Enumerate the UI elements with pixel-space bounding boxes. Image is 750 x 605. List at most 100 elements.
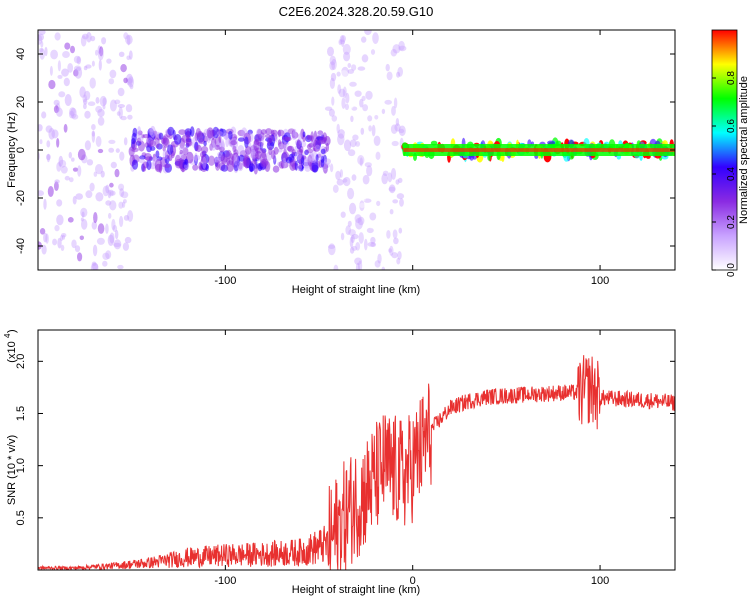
- spectrogram-blob: [337, 133, 345, 146]
- spectrogram-blob: [336, 179, 344, 186]
- spectrogram-blob: [127, 76, 134, 88]
- spectrogram-blob: [237, 161, 244, 172]
- spectrogram-blob: [77, 252, 83, 262]
- spectrogram-blob: [349, 139, 357, 148]
- spectrogram-blob: [343, 132, 348, 138]
- spectrogram-blob: [75, 193, 83, 200]
- spectrogram-ytick-label: 20: [15, 96, 27, 108]
- spectrogram-blob: [84, 110, 91, 119]
- spectrogram-blob: [328, 243, 336, 256]
- spectrogram-blob: [198, 161, 202, 171]
- spectrogram-blob: [61, 233, 67, 238]
- spectrogram-blob: [381, 266, 386, 270]
- spectrogram-blob: [125, 34, 133, 45]
- spectrogram-blob: [390, 124, 398, 134]
- spectrogram-blob: [56, 107, 63, 117]
- spectrogram-blob: [105, 250, 112, 260]
- spectrogram-blob: [86, 159, 94, 166]
- spectrogram-blob: [108, 78, 115, 85]
- spectrogram-blob: [331, 115, 338, 122]
- spectrogram-blob: [262, 158, 269, 167]
- spectrogram-blob: [113, 242, 121, 248]
- spectrogram-blob: [90, 262, 99, 270]
- spectrogram-blob: [396, 193, 405, 200]
- spectrogram-blob: [243, 156, 250, 169]
- spectrogram-blob: [396, 71, 401, 78]
- spectrogram-blob: [124, 236, 132, 244]
- spectrogram-blob: [351, 245, 358, 251]
- spectrogram-blob: [234, 152, 238, 158]
- spectrogram-blob: [141, 134, 145, 139]
- spectrogram-blob: [83, 65, 88, 71]
- spectrogram-blob: [110, 190, 116, 196]
- spectrogram-blob: [108, 189, 114, 197]
- spectrogram-blob: [328, 108, 335, 117]
- spectrogram-blob: [41, 244, 47, 255]
- spectrogram-blob: [361, 36, 367, 43]
- spectrogram-blob: [367, 242, 376, 247]
- spectrogram-blob: [77, 165, 82, 177]
- spectrogram-blob: [60, 244, 65, 251]
- spectrogram-ytick-label: 40: [15, 48, 27, 60]
- spectrogram-blob: [38, 190, 44, 197]
- spectrogram-blob: [371, 124, 376, 137]
- spectrogram-blob: [127, 210, 134, 222]
- spectrogram-blob: [308, 142, 314, 148]
- spectrogram-blob: [206, 127, 214, 139]
- spectrogram-blob: [373, 135, 381, 146]
- spectrogram-region-clean-tone: [401, 137, 675, 163]
- spectrogram-blob: [47, 186, 54, 197]
- spectrogram-blob: [58, 91, 66, 98]
- spectrogram-blob: [359, 157, 363, 167]
- spectrogram-blob: [69, 177, 74, 183]
- spectrogram-blob: [327, 46, 334, 57]
- spectrogram-blob: [285, 136, 292, 142]
- spectrogram-blob: [392, 44, 401, 54]
- spectrogram-blob: [296, 163, 303, 171]
- spectrogram-blob: [260, 129, 267, 135]
- spectrogram-blob: [40, 40, 44, 48]
- spectrogram-blob: [125, 73, 134, 86]
- spectrogram-blob: [370, 236, 376, 244]
- spectrogram-blob: [354, 90, 362, 97]
- spectrogram-blob: [38, 33, 44, 41]
- spectrogram-blob: [99, 46, 104, 57]
- spectrogram-blob: [355, 262, 360, 270]
- spectrogram-blob: [359, 98, 364, 108]
- spectrogram-blob: [102, 104, 106, 110]
- spectrogram-blob: [83, 98, 88, 105]
- spectrogram-blob: [310, 131, 315, 143]
- spectrogram-blob: [320, 159, 325, 168]
- spectrogram-blob: [215, 159, 220, 171]
- spectrogram-blob: [110, 161, 117, 169]
- spectrogram-blob: [125, 104, 133, 113]
- spectrogram-blob: [145, 156, 153, 161]
- spectrogram-blob: [339, 35, 346, 43]
- spectrogram-blob: [393, 237, 399, 245]
- spectrogram-blob: [219, 146, 225, 153]
- spectrogram-blob: [128, 146, 135, 157]
- spectrogram-blob: [80, 217, 84, 222]
- spectrogram-blob: [345, 225, 352, 236]
- spectrogram-blob: [70, 45, 75, 54]
- spectrogram-blob: [374, 260, 381, 268]
- snr-ytick-label: 1.5: [15, 406, 27, 421]
- spectrogram-blob: [390, 168, 397, 180]
- spectrogram-blob: [189, 126, 195, 137]
- spectrogram-blob: [43, 232, 48, 243]
- spectrogram-blob: [123, 32, 129, 40]
- spectrogram-blob: [156, 143, 163, 150]
- spectrogram-blob: [361, 54, 369, 63]
- spectrogram-blob: [109, 69, 117, 79]
- spectrogram-blob: [287, 128, 296, 135]
- spectrogram-blob: [289, 160, 297, 171]
- spectrogram-blob: [58, 155, 64, 167]
- spectrogram-blob: [178, 158, 184, 170]
- spectrogram-blob: [223, 132, 229, 140]
- spectrogram-blob: [194, 154, 198, 166]
- spectrogram-tone-peak: [403, 148, 675, 152]
- spectrogram-blob: [162, 137, 170, 148]
- spectrogram-blob: [123, 215, 130, 221]
- spectrogram-blob: [347, 63, 352, 68]
